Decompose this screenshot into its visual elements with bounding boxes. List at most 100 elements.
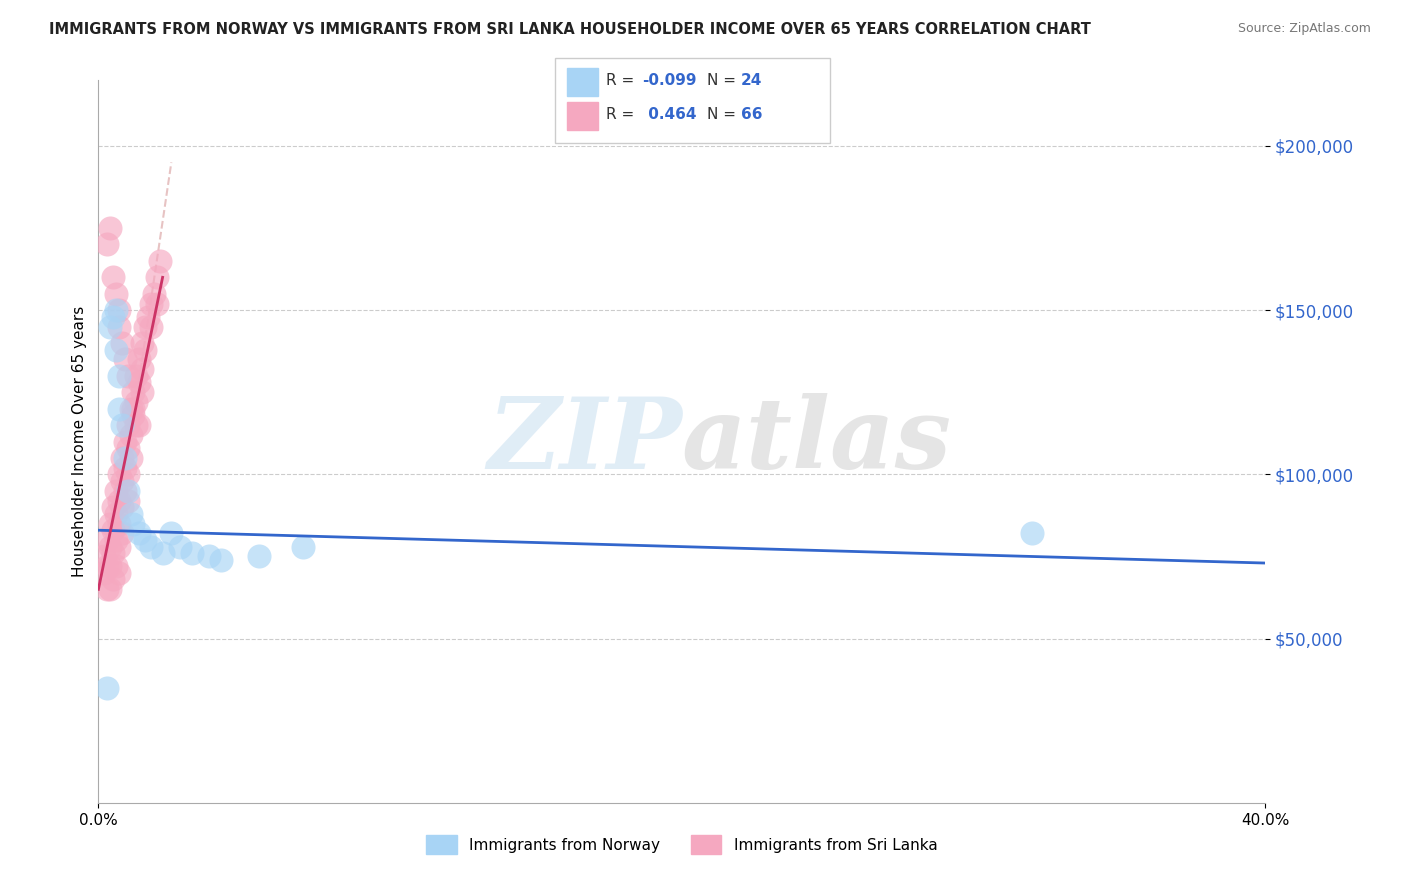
Point <box>101 500 124 515</box>
Text: -0.099: -0.099 <box>643 73 697 87</box>
Point <box>101 310 124 324</box>
Text: R =: R = <box>606 107 640 121</box>
Point <box>98 221 121 235</box>
Point <box>134 319 156 334</box>
Point <box>108 566 131 580</box>
Point <box>180 546 202 560</box>
Point <box>108 467 131 482</box>
Point <box>98 319 121 334</box>
Point <box>104 343 127 357</box>
Point <box>108 303 131 318</box>
Point <box>98 559 121 574</box>
Point <box>114 352 136 367</box>
Point <box>114 483 136 498</box>
Point <box>101 270 124 285</box>
Text: N =: N = <box>707 73 741 87</box>
Text: N =: N = <box>707 107 741 121</box>
Point <box>96 681 118 695</box>
Point <box>128 376 150 390</box>
Point <box>93 549 115 564</box>
Point <box>152 546 174 560</box>
Point <box>120 401 142 416</box>
Point <box>111 526 134 541</box>
Point <box>108 401 131 416</box>
Text: Source: ZipAtlas.com: Source: ZipAtlas.com <box>1237 22 1371 36</box>
Point <box>98 516 121 531</box>
Point <box>122 516 145 531</box>
Point <box>108 516 131 531</box>
Y-axis label: Householder Income Over 65 years: Householder Income Over 65 years <box>72 306 87 577</box>
Point <box>111 500 134 515</box>
Point <box>111 474 134 488</box>
Point <box>108 540 131 554</box>
Point <box>139 319 162 334</box>
Point <box>122 409 145 423</box>
Point <box>146 296 169 310</box>
Point <box>125 418 148 433</box>
Point <box>131 385 153 400</box>
Point <box>117 368 139 383</box>
Point <box>117 418 139 433</box>
Point <box>128 352 150 367</box>
Point <box>93 566 115 580</box>
Point <box>122 401 145 416</box>
Point <box>98 582 121 597</box>
Point <box>108 319 131 334</box>
Point <box>108 493 131 508</box>
Point <box>101 523 124 537</box>
Point <box>104 483 127 498</box>
Point <box>247 549 270 564</box>
Point <box>104 303 127 318</box>
Point <box>120 507 142 521</box>
Text: IMMIGRANTS FROM NORWAY VS IMMIGRANTS FROM SRI LANKA HOUSEHOLDER INCOME OVER 65 Y: IMMIGRANTS FROM NORWAY VS IMMIGRANTS FRO… <box>49 22 1091 37</box>
Point <box>169 540 191 554</box>
Text: 24: 24 <box>741 73 762 87</box>
Point <box>98 540 121 554</box>
Point <box>111 418 134 433</box>
Point <box>131 336 153 351</box>
Point <box>209 553 232 567</box>
Point <box>146 270 169 285</box>
Point <box>96 582 118 597</box>
Point <box>104 507 127 521</box>
Legend: Immigrants from Norway, Immigrants from Sri Lanka: Immigrants from Norway, Immigrants from … <box>420 830 943 860</box>
Point <box>128 418 150 433</box>
Point <box>125 395 148 409</box>
Point <box>111 336 134 351</box>
Point <box>136 310 159 324</box>
Point <box>125 368 148 383</box>
Point <box>104 559 127 574</box>
Point <box>104 533 127 547</box>
Point <box>198 549 221 564</box>
Text: R =: R = <box>606 73 640 87</box>
Point <box>128 526 150 541</box>
Point <box>139 296 162 310</box>
Point <box>291 540 314 554</box>
Point <box>114 450 136 465</box>
Point <box>104 286 127 301</box>
Text: 0.464: 0.464 <box>643 107 696 121</box>
Point <box>134 533 156 547</box>
Point <box>117 483 139 498</box>
Point <box>111 450 134 465</box>
Point <box>160 526 183 541</box>
Point <box>149 253 172 268</box>
Point <box>114 434 136 449</box>
Point <box>139 540 162 554</box>
Text: 66: 66 <box>741 107 762 121</box>
Point <box>122 385 145 400</box>
Point <box>1021 526 1043 541</box>
Point <box>131 362 153 376</box>
Point <box>142 286 165 301</box>
Point <box>114 460 136 475</box>
Point <box>120 428 142 442</box>
Text: atlas: atlas <box>682 393 952 490</box>
Point <box>117 493 139 508</box>
Point <box>96 237 118 252</box>
Text: ZIP: ZIP <box>486 393 682 490</box>
Point <box>108 368 131 383</box>
Point <box>101 573 124 587</box>
Point <box>96 559 118 574</box>
Point <box>117 441 139 455</box>
Point <box>120 450 142 465</box>
